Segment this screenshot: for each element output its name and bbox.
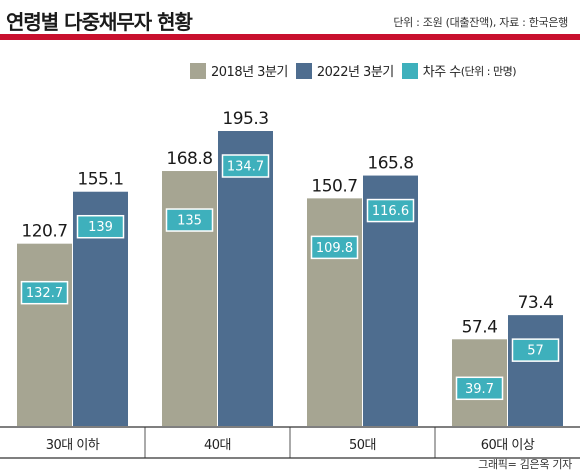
borrower-badge-2018 xyxy=(455,376,504,401)
unit-source-note: 단위 : 조원 (대출잔액), 자료 : 한국은행 xyxy=(393,16,568,29)
legend-label-2018: 2018년 3분기 xyxy=(211,65,288,80)
borrower-value-2018: 109.8 xyxy=(316,241,353,256)
borrower-value-2022: 116.6 xyxy=(372,204,409,219)
borrower-value-2018: 39.7 xyxy=(465,382,494,397)
borrower-value-2022: 57 xyxy=(527,344,544,359)
borrower-value-2018: 132.7 xyxy=(26,286,63,301)
borrower-badge-2022 xyxy=(76,214,125,239)
legend-swatch-borrowers xyxy=(401,62,418,79)
legend: 2018년 3분기 2022년 3분기 차주 수 (단위 : 만명) xyxy=(190,61,524,80)
borrower-badge-2022 xyxy=(221,154,270,178)
value-label-2018: 120.7 xyxy=(21,222,67,242)
value-label-2022: 195.3 xyxy=(222,109,268,129)
borrower-badge-2022 xyxy=(511,338,560,362)
legend-item-2018: 2018년 3분기 xyxy=(190,61,288,80)
legend-item-borrowers: 차주 수 (단위 : 만명) xyxy=(401,61,517,80)
bar-2022 xyxy=(508,315,563,426)
bar-2018 xyxy=(17,243,72,426)
bar-2018 xyxy=(307,198,362,426)
category-label: 60대 이상 xyxy=(481,438,535,453)
value-label-2018: 150.7 xyxy=(311,176,357,196)
borrower-badge-2018 xyxy=(165,208,214,232)
legend-label-2022: 2022년 3분기 xyxy=(316,65,394,80)
value-label-2022: 155.1 xyxy=(77,170,123,190)
graphic-credit: 그래픽= 김은옥 기자 xyxy=(478,458,572,471)
category-label: 50대 xyxy=(349,438,376,453)
legend-label-borrowers: 차주 수 xyxy=(422,65,462,80)
borrower-value-2022: 139 xyxy=(88,220,113,235)
borrower-value-2022: 134.7 xyxy=(227,160,264,175)
value-label-2022: 73.4 xyxy=(518,293,554,313)
borrower-badge-2018 xyxy=(310,235,359,260)
chart-title: 연령별 다중채무자 현황 xyxy=(6,10,193,34)
borrower-badge-2018 xyxy=(20,280,69,305)
title-rule xyxy=(0,34,580,40)
legend-swatch-2018 xyxy=(190,62,206,79)
legend-borrowers-unit: (단위 : 만명) xyxy=(460,64,517,78)
legend-swatch-2022 xyxy=(295,62,312,79)
category-label: 40대 xyxy=(204,438,231,453)
borrower-value-2018: 135 xyxy=(177,214,202,229)
value-label-2022: 165.8 xyxy=(367,154,413,174)
bar-2022 xyxy=(218,131,273,426)
legend-item-2022: 2022년 3분기 xyxy=(295,61,394,80)
value-label-2018: 57.4 xyxy=(462,317,498,337)
value-label-2018: 168.8 xyxy=(166,149,212,169)
category-label: 30대 이하 xyxy=(46,438,100,453)
borrower-badge-2022 xyxy=(366,198,415,223)
